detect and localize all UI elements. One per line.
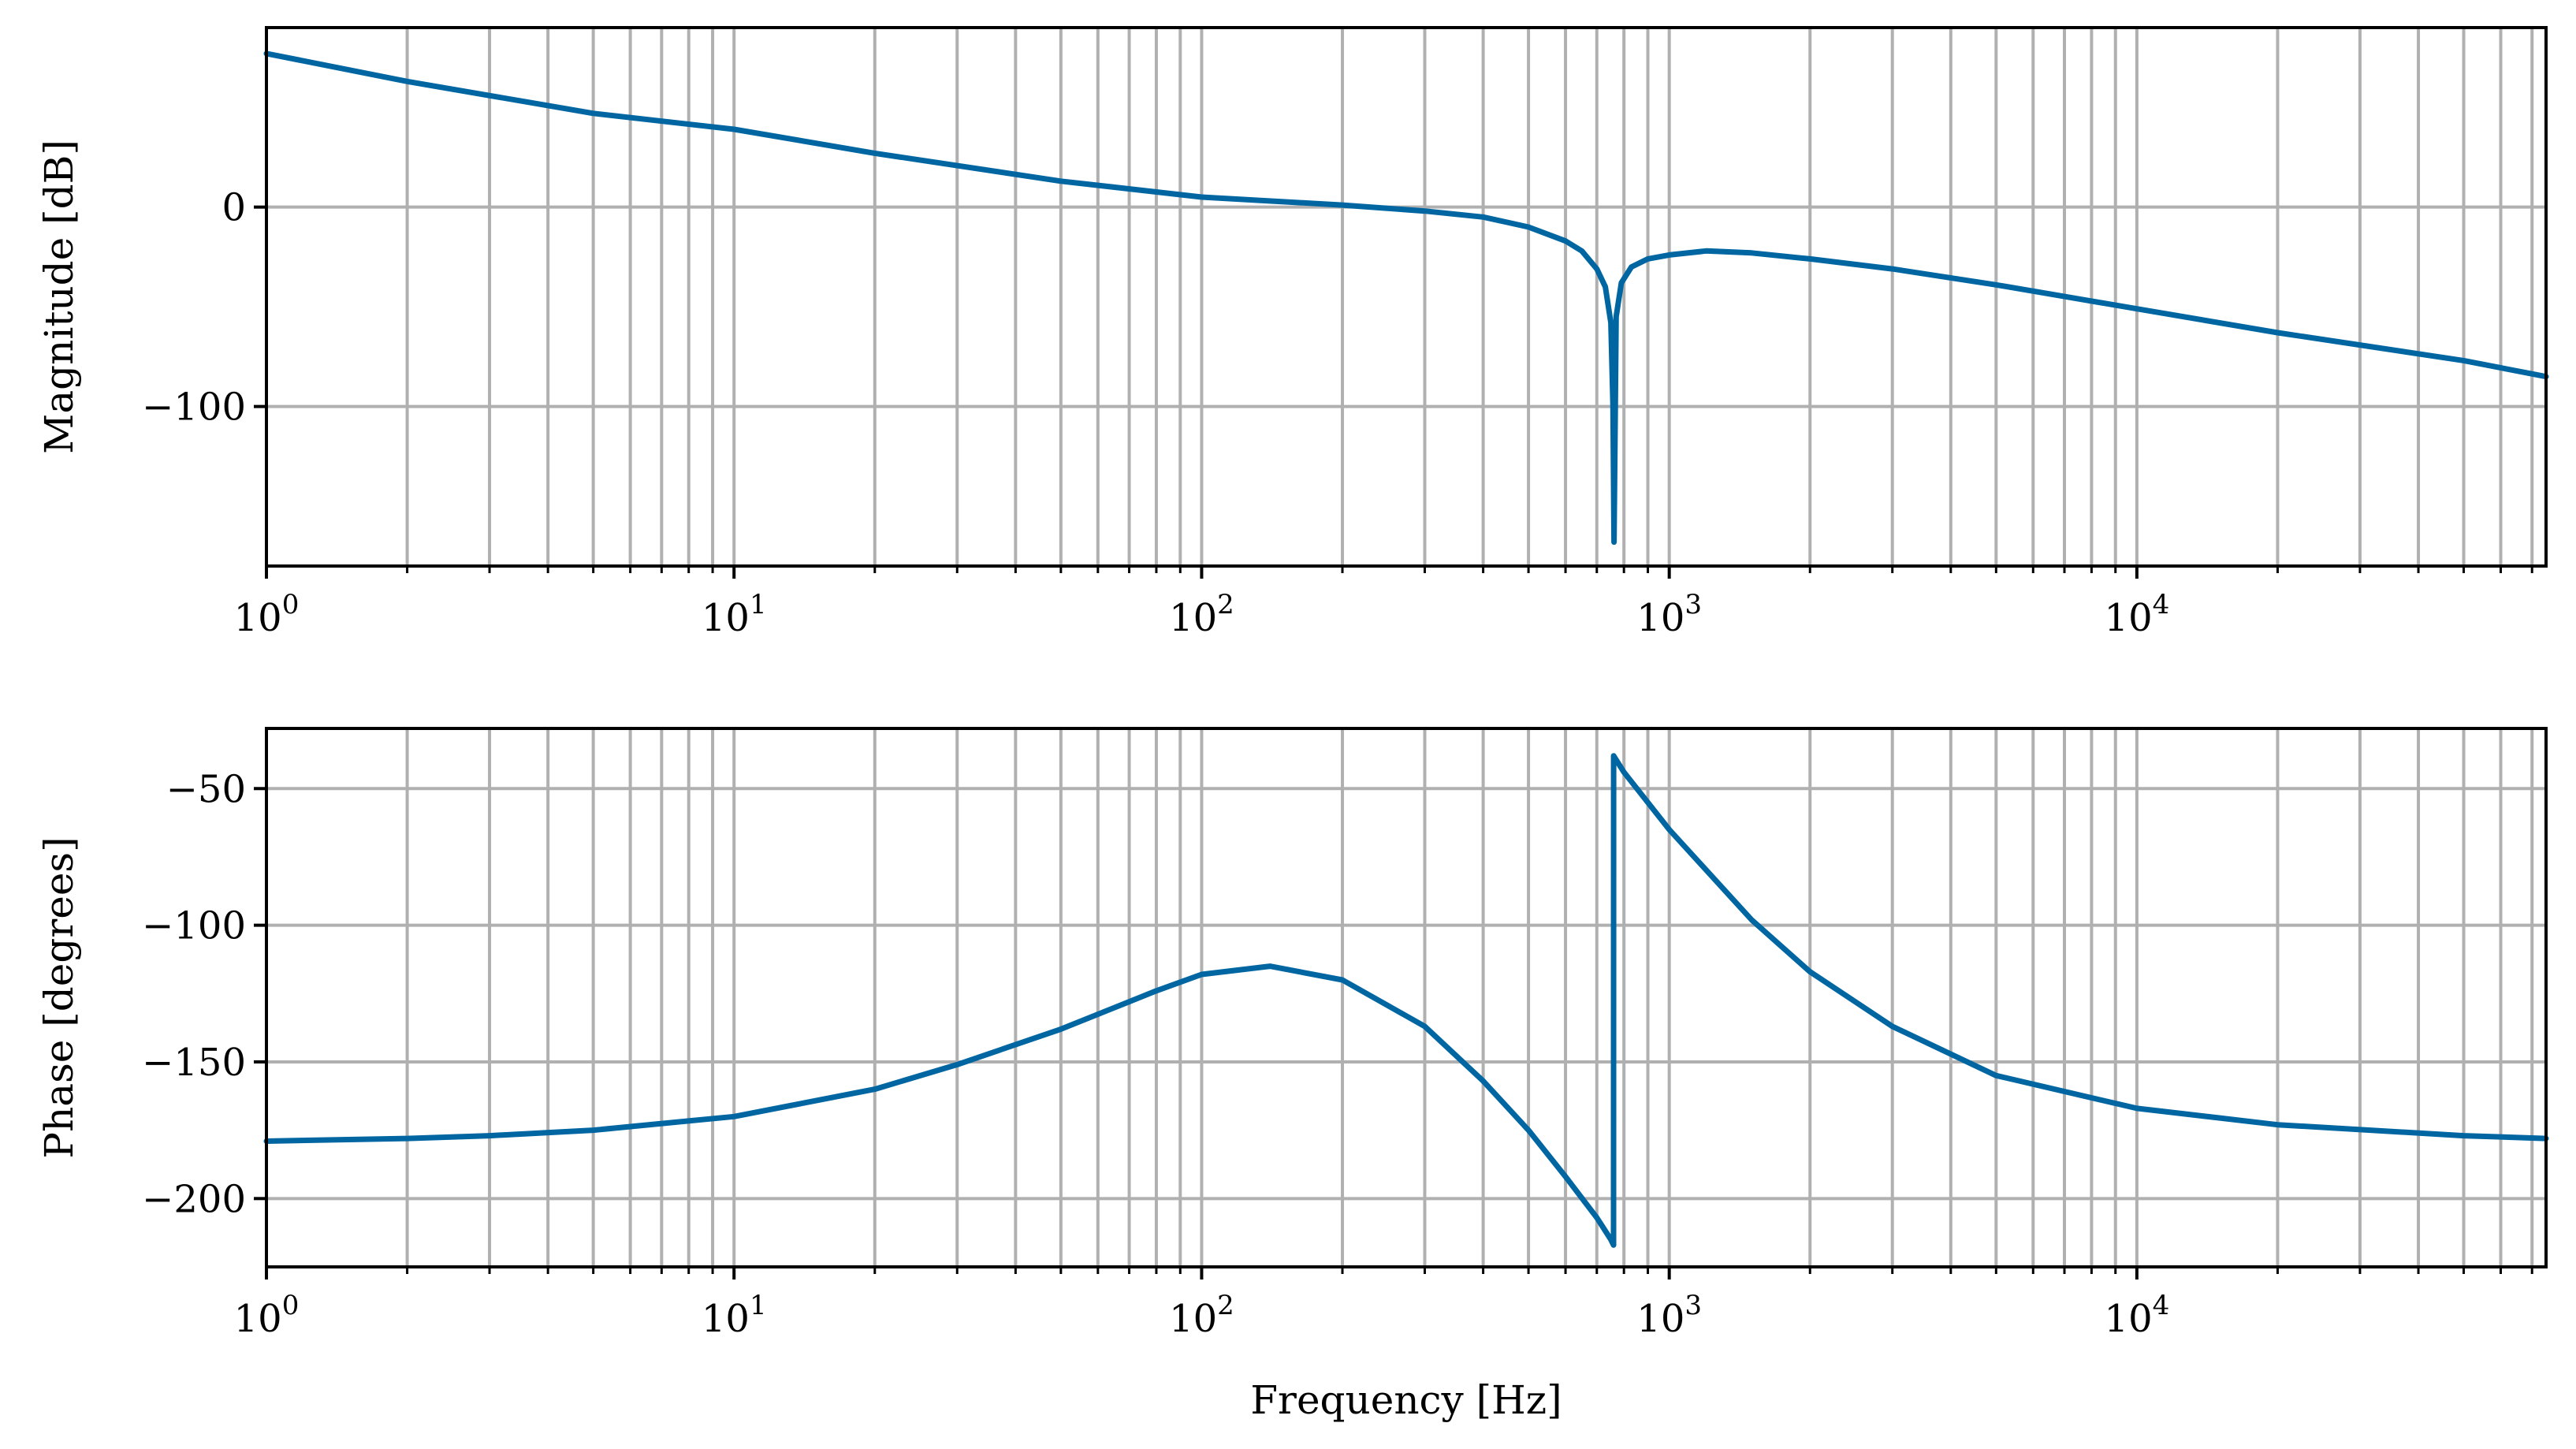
magnitude-x-tick-label: 102 [1169,589,1234,640]
magnitude-y-tick-label: −100 [142,386,246,430]
phase-x-tick-label: 101 [702,1290,767,1341]
magnitude-x-tick-label: 104 [2105,589,2170,640]
magnitude-series-line [263,50,2549,546]
phase-y-tick-label: −50 [166,767,246,811]
phase-x-tick-label: 102 [1169,1290,1234,1341]
magnitude-axes: 0 −100 100 101 102 103 104 Magnitude [dB] [36,26,2549,640]
magnitude-x-tick-label: 100 [234,589,300,640]
phase-x-tick-label: 100 [234,1290,300,1341]
phase-axes-frame [265,727,2548,1268]
magnitude-y-tick-label: 0 [221,186,246,230]
magnitude-x-tick-label: 103 [1636,589,1702,640]
phase-y-tick-label: −100 [142,904,246,948]
phase-x-tick-label: 103 [1636,1290,1702,1341]
phase-y-tick-label: −200 [142,1177,246,1221]
phase-y-tick-label: −150 [142,1041,246,1085]
phase-x-axis-label: Frequency [Hz] [1250,1377,1562,1423]
phase-y-axis-label: Phase [degrees] [36,836,82,1158]
magnitude-y-axis-label: Magnitude [dB] [36,140,82,454]
magnitude-axes-frame [265,26,2548,568]
phase-series-line [263,753,2549,1248]
phase-x-tick-label: 104 [2105,1290,2170,1341]
phase-axes: −50 −100 −150 −200 100 101 102 103 104 Phase [deg… [36,727,2549,1423]
magnitude-x-tick-label: 101 [702,589,767,640]
